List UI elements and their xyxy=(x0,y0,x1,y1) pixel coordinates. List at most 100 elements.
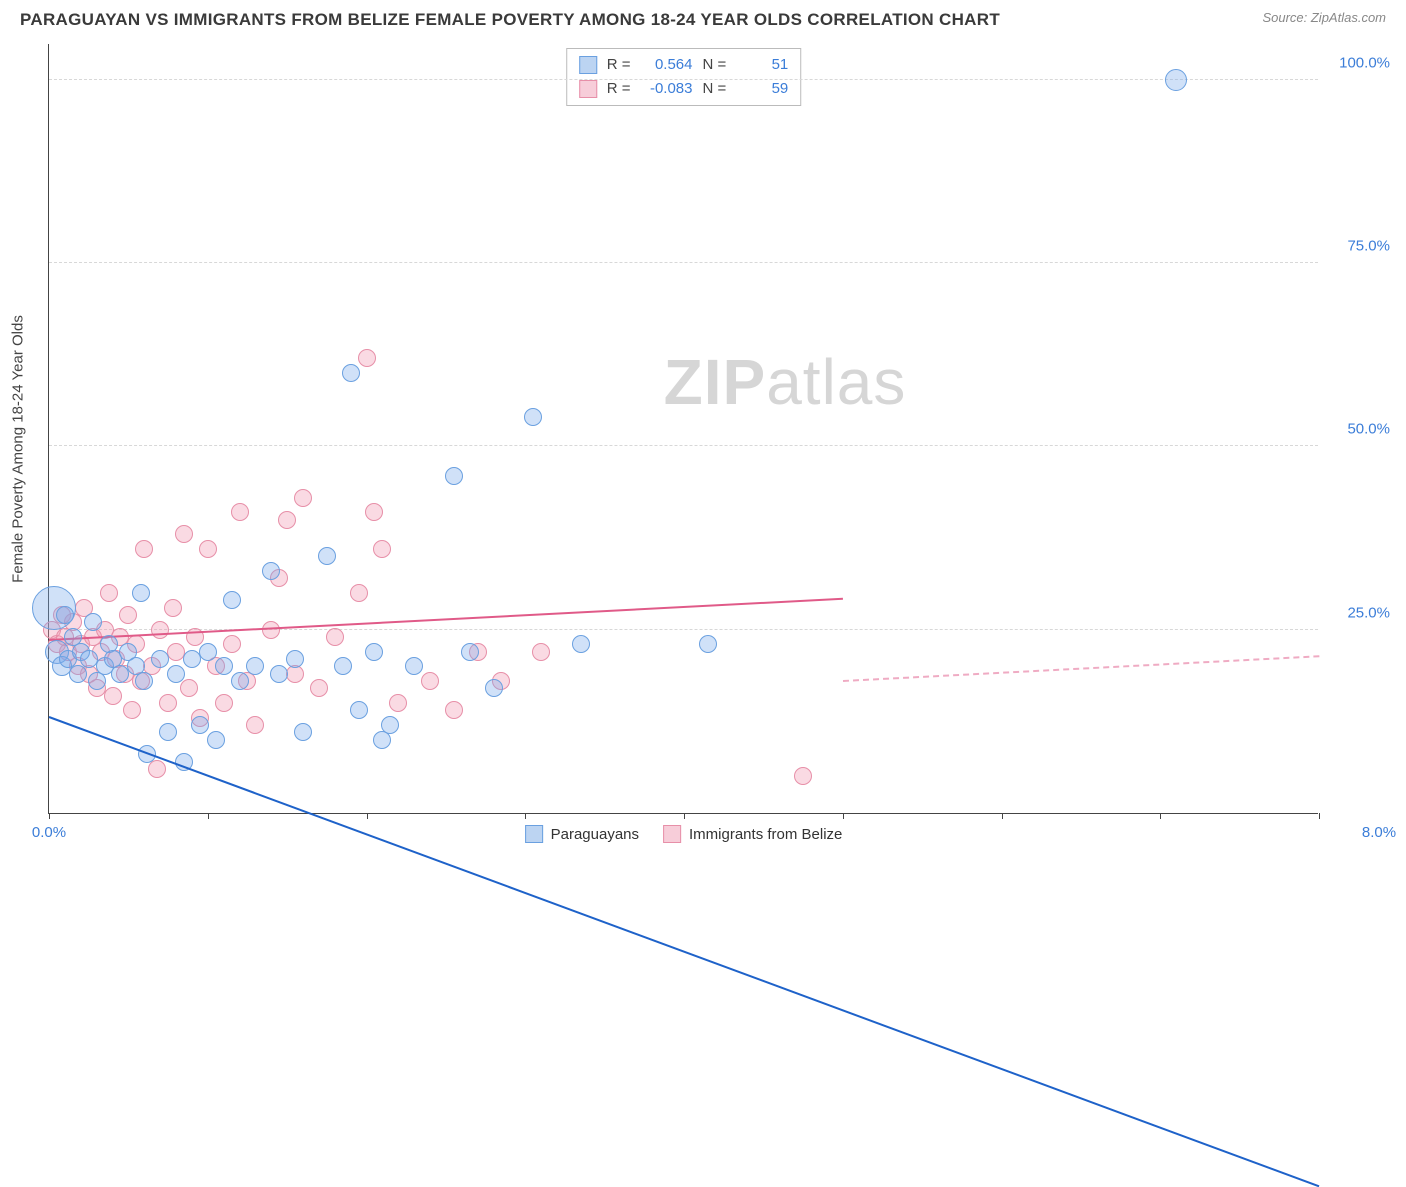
data-point-paraguayans xyxy=(199,643,217,661)
data-point-paraguayans xyxy=(445,467,463,485)
data-point-belize xyxy=(246,716,264,734)
data-point-paraguayans xyxy=(215,657,233,675)
trend-line-belize-extrapolated xyxy=(843,655,1319,682)
data-point-belize xyxy=(175,525,193,543)
bottom-legend: Paraguayans Immigrants from Belize xyxy=(525,825,843,843)
n-value-belize: 59 xyxy=(736,77,788,101)
data-point-paraguayans xyxy=(167,665,185,683)
stats-row-paraguayans: R = 0.564 N = 51 xyxy=(579,53,789,77)
x-tick xyxy=(525,813,526,819)
watermark-light: atlas xyxy=(766,346,906,418)
chart-container: Female Poverty Among 18-24 Year Olds ZIP… xyxy=(48,44,1388,854)
data-point-belize xyxy=(532,643,550,661)
x-tick xyxy=(1319,813,1320,819)
x-tick xyxy=(1160,813,1161,819)
data-point-paraguayans xyxy=(69,665,87,683)
data-point-paraguayans xyxy=(191,716,209,734)
data-point-belize xyxy=(310,679,328,697)
y-tick-label: 50.0% xyxy=(1326,421,1390,438)
data-point-paraguayans xyxy=(56,606,74,624)
legend-item-belize: Immigrants from Belize xyxy=(663,825,842,843)
data-point-belize xyxy=(358,349,376,367)
data-point-belize xyxy=(231,503,249,521)
gridline xyxy=(49,445,1318,446)
data-point-belize xyxy=(389,694,407,712)
data-point-belize xyxy=(215,694,233,712)
r-value-belize: -0.083 xyxy=(641,77,693,101)
trend-line-paraguayans xyxy=(49,716,1320,1187)
stats-row-belize: R = -0.083 N = 59 xyxy=(579,77,789,101)
data-point-paraguayans xyxy=(572,635,590,653)
data-point-belize xyxy=(180,679,198,697)
r-label: R = xyxy=(607,77,631,101)
stats-legend-box: R = 0.564 N = 51 R = -0.083 N = 59 xyxy=(566,48,802,106)
x-tick xyxy=(367,813,368,819)
data-point-paraguayans xyxy=(365,643,383,661)
n-label: N = xyxy=(703,53,727,77)
data-point-paraguayans xyxy=(270,665,288,683)
legend-item-paraguayans: Paraguayans xyxy=(525,825,639,843)
x-tick xyxy=(843,813,844,819)
legend-label-belize: Immigrants from Belize xyxy=(689,826,842,843)
data-point-belize xyxy=(119,606,137,624)
data-point-belize xyxy=(164,599,182,617)
data-point-belize xyxy=(223,635,241,653)
data-point-belize xyxy=(199,540,217,558)
y-tick-label: 75.0% xyxy=(1326,238,1390,255)
legend-swatch-belize xyxy=(663,825,681,843)
data-point-paraguayans xyxy=(405,657,423,675)
data-point-paraguayans xyxy=(159,723,177,741)
data-point-paraguayans xyxy=(84,613,102,631)
r-value-paraguayans: 0.564 xyxy=(641,53,693,77)
data-point-belize xyxy=(123,701,141,719)
data-point-belize xyxy=(326,628,344,646)
data-point-paraguayans xyxy=(524,408,542,426)
x-tick xyxy=(49,813,50,819)
n-value-paraguayans: 51 xyxy=(736,53,788,77)
data-point-paraguayans xyxy=(151,650,169,668)
y-tick-label: 100.0% xyxy=(1326,54,1390,71)
data-point-belize xyxy=(365,503,383,521)
data-point-paraguayans xyxy=(334,657,352,675)
data-point-belize xyxy=(135,540,153,558)
data-point-paraguayans xyxy=(207,731,225,749)
data-point-paraguayans xyxy=(350,701,368,719)
data-point-paraguayans xyxy=(223,591,241,609)
data-point-paraguayans xyxy=(318,547,336,565)
r-label: R = xyxy=(607,53,631,77)
watermark-bold: ZIP xyxy=(664,346,767,418)
swatch-belize xyxy=(579,80,597,98)
source-attribution: Source: ZipAtlas.com xyxy=(1262,10,1386,25)
data-point-belize xyxy=(421,672,439,690)
data-point-paraguayans xyxy=(294,723,312,741)
data-point-paraguayans xyxy=(699,635,717,653)
x-tick xyxy=(208,813,209,819)
data-point-paraguayans xyxy=(135,672,153,690)
data-point-belize xyxy=(104,687,122,705)
x-tick xyxy=(1002,813,1003,819)
gridline xyxy=(49,262,1318,263)
data-point-belize xyxy=(151,621,169,639)
data-point-paraguayans xyxy=(381,716,399,734)
data-point-paraguayans xyxy=(132,584,150,602)
data-point-belize xyxy=(373,540,391,558)
gridline xyxy=(49,79,1318,80)
x-tick xyxy=(684,813,685,819)
legend-label-paraguayans: Paraguayans xyxy=(551,826,639,843)
chart-title: PARAGUAYAN VS IMMIGRANTS FROM BELIZE FEM… xyxy=(20,10,1000,30)
data-point-paraguayans xyxy=(485,679,503,697)
watermark: ZIPatlas xyxy=(664,345,907,419)
data-point-paraguayans xyxy=(262,562,280,580)
y-tick-label: 25.0% xyxy=(1326,604,1390,621)
data-point-paraguayans xyxy=(286,650,304,668)
data-point-belize xyxy=(445,701,463,719)
data-point-belize xyxy=(159,694,177,712)
data-point-paraguayans xyxy=(1165,69,1187,91)
data-point-paraguayans xyxy=(246,657,264,675)
data-point-paraguayans xyxy=(342,364,360,382)
legend-swatch-paraguayans xyxy=(525,825,543,843)
y-axis-label: Female Poverty Among 18-24 Year Olds xyxy=(10,315,27,583)
data-point-paraguayans xyxy=(231,672,249,690)
data-point-belize xyxy=(794,767,812,785)
x-tick-label: 8.0% xyxy=(1362,824,1396,841)
